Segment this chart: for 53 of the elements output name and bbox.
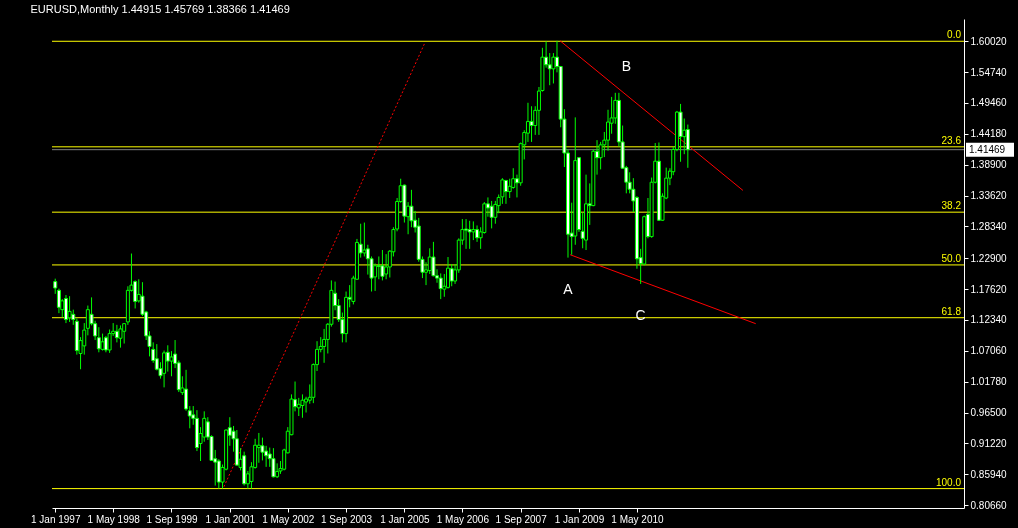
y-tick-label: 0.96500	[970, 407, 1008, 418]
y-tick-label: 1.38900	[970, 159, 1008, 171]
candlestick	[529, 105, 534, 143]
y-tick-label: 1.07060	[970, 345, 1008, 357]
candlestick	[471, 220, 476, 241]
x-tick-label: 1 Sep 2003	[321, 513, 373, 525]
candlestick	[489, 200, 494, 229]
y-tick-label: 0.91220	[970, 437, 1008, 449]
y-tick-label: 1.49460	[970, 97, 1008, 109]
candlestick	[464, 218, 469, 250]
x-tick-label: 1 Sep 2007	[495, 513, 548, 525]
annotation: 0.0	[947, 29, 962, 41]
candlestick	[384, 253, 389, 280]
candlestick	[380, 249, 385, 281]
text: 1.41469	[969, 143, 1006, 155]
candlestick	[271, 447, 276, 478]
x-tick-label: 1 May 2006	[436, 513, 490, 525]
candlestick	[376, 255, 381, 280]
x-tick-label: 1 Jan 2005	[380, 513, 431, 525]
y-tick-label: 1.22900	[970, 252, 1008, 264]
annotation: B	[621, 58, 631, 75]
y-tick-label: 1.60020	[970, 35, 1008, 47]
candlestick	[118, 324, 123, 349]
candlestick	[467, 220, 472, 250]
y-tick-label: 1.54740	[970, 66, 1008, 78]
x-tick-label: 1 Sep 1999	[146, 513, 199, 525]
x-tick-label: 1 Jan 1997	[30, 513, 81, 525]
y-tick-label: 1.01780	[970, 376, 1008, 388]
candlestick	[300, 393, 305, 419]
annotation: 100.0	[935, 476, 962, 488]
x-tick-label: 1 May 2010	[611, 513, 664, 525]
candlestick	[438, 272, 443, 300]
y-tick-label: 1.44180	[970, 128, 1008, 140]
annotation: A	[563, 280, 574, 297]
x-tick-label: 1 May 2002	[262, 513, 315, 525]
y-tick-label: 1.33620	[970, 190, 1008, 202]
candlestick	[362, 222, 367, 257]
y-tick-label: 1.12340	[970, 314, 1008, 326]
x-tick-label: 1 May 1998	[87, 513, 141, 525]
candlestick	[67, 295, 72, 323]
x-tick-label: 1 Jan 2009	[554, 513, 605, 525]
y-tick-label: 1.17620	[970, 283, 1008, 295]
chart-title: EURUSD,Monthly 1.44915 1.45769 1.38366 1.41469	[30, 3, 290, 15]
annotation: 38.2	[941, 200, 962, 212]
x-tick-label: 1 Jan 2001	[205, 513, 256, 525]
annotation: 50.0	[941, 252, 962, 264]
annotation: 61.8	[941, 305, 962, 317]
y-tick-label: 1.28340	[970, 220, 1008, 232]
y-tick-label: 0.85940	[970, 468, 1008, 480]
y-tick-label: 0.80660	[970, 499, 1008, 511]
annotation: 23.6	[941, 134, 962, 146]
candlestick	[63, 294, 68, 324]
candlestick	[169, 350, 174, 377]
